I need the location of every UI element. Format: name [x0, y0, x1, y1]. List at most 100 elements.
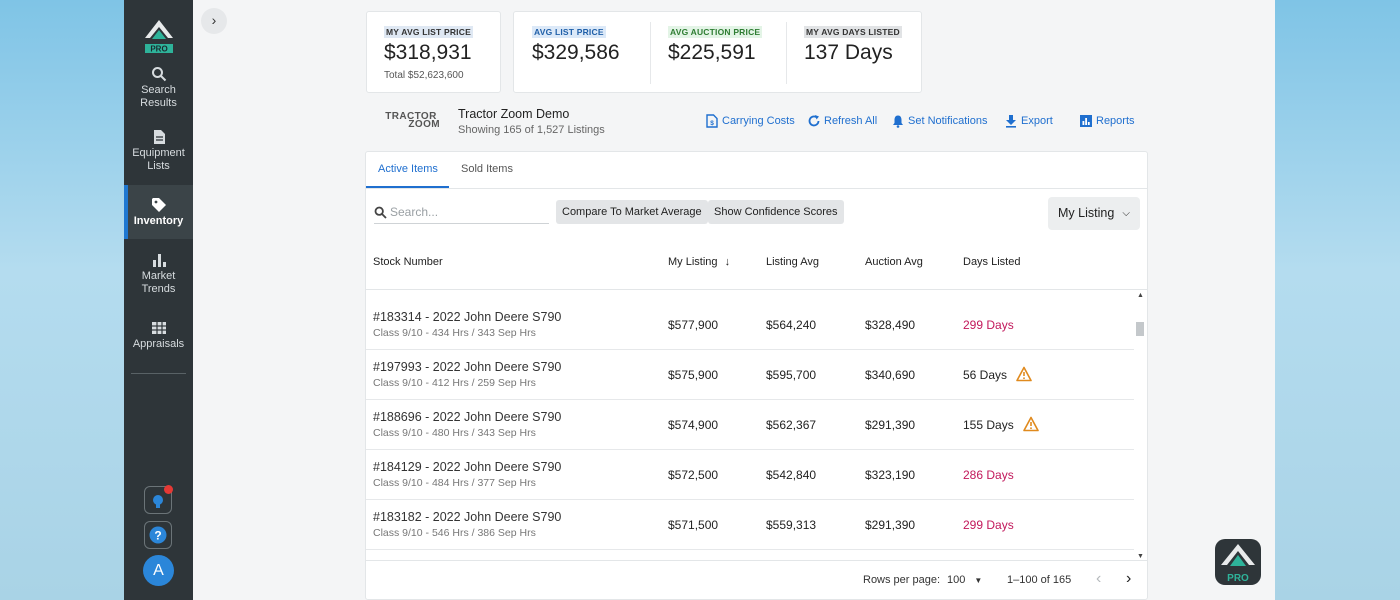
warning-icon[interactable] — [1023, 416, 1039, 432]
my-listing-cell: $571,500 — [668, 518, 719, 532]
notification-dot — [164, 485, 173, 494]
tab-sold-items[interactable]: Sold Items — [461, 163, 513, 175]
tag-icon — [151, 198, 166, 212]
sidebar-divider — [131, 373, 186, 374]
export-button[interactable]: Export — [1004, 114, 1053, 128]
refresh-all-button[interactable]: Refresh All — [807, 114, 877, 128]
sort-select[interactable]: My Listing ⌵ — [1048, 197, 1140, 230]
tab-divider — [366, 188, 1147, 189]
carrying-costs-button[interactable]: $ Carrying Costs — [705, 114, 795, 128]
refresh-all-label: Refresh All — [824, 115, 878, 127]
row-title: #183314 - 2022 John Deere S790 — [373, 310, 562, 324]
sidebar-item-search-results[interactable]: Search Results — [124, 66, 193, 114]
show-confidence-scores-button[interactable]: Show Confidence Scores — [708, 200, 844, 224]
compare-market-average-button[interactable]: Compare To Market Average — [556, 200, 708, 224]
search-placeholder: Search... — [390, 205, 439, 219]
row-subtitle: Class 9/10 - 484 Hrs / 377 Sep Hrs — [373, 477, 536, 489]
stat-card-my-avg-list-price: MY AVG LIST PRICE $318,931 Total $52,623… — [366, 11, 501, 93]
auction-avg-cell: $291,390 — [865, 418, 916, 432]
my-listing-cell: $577,900 — [668, 318, 719, 332]
column-header-label: My Listing — [668, 256, 718, 268]
logo-badge-text: PRO — [150, 45, 167, 54]
chevron-right-icon[interactable]: › — [1126, 570, 1132, 587]
dealer-name: Tractor Zoom Demo — [458, 107, 570, 121]
pagination-range: 1–100 of 165 — [1007, 574, 1072, 586]
warning-icon[interactable] — [1016, 366, 1032, 382]
column-header-listing-avg[interactable]: Listing Avg — [766, 256, 820, 268]
expand-chevron-button[interactable]: › — [201, 8, 227, 34]
column-header-stock-number[interactable]: Stock Number — [373, 256, 443, 268]
svg-text:?: ? — [154, 529, 161, 543]
scroll-up-icon[interactable]: ▲ — [1137, 292, 1144, 299]
chevron-left-icon[interactable]: ‹ — [1096, 570, 1102, 587]
reports-button[interactable]: Reports — [1079, 114, 1135, 128]
sidebar-item-appraisals[interactable]: Appraisals — [124, 320, 193, 354]
chevron-down-icon: ⌵ — [1122, 208, 1130, 219]
days-listed-cell: 299 Days — [963, 518, 1014, 532]
inventory-panel: Active Items Sold Items Search... Compar… — [365, 151, 1148, 600]
help-chat-button[interactable] — [144, 485, 173, 514]
scroll-down-icon[interactable]: ▼ — [1137, 553, 1144, 560]
carrying-costs-label: Carrying Costs — [722, 115, 795, 127]
help-button[interactable]: ? — [144, 521, 172, 549]
stat-value: 137 Days — [804, 41, 893, 64]
divider — [786, 22, 787, 84]
stat-label: MY AVG DAYS LISTED — [804, 26, 902, 38]
bar-chart-icon — [1080, 115, 1092, 127]
sidebar-item-equipment-lists[interactable]: Equipment Lists — [124, 129, 193, 177]
table-row[interactable]: #184129 - 2022 John Deere S790 Class 9/1… — [366, 450, 1134, 500]
stat-label: AVG AUCTION PRICE — [668, 26, 763, 38]
sort-select-value: My Listing — [1058, 206, 1115, 220]
search-icon — [374, 206, 387, 219]
dealer-logo-top: TRACTOR — [385, 111, 437, 122]
column-header-my-listing[interactable]: My Listing ↓ — [668, 256, 730, 268]
sidebar-item-label: Inventory — [133, 215, 184, 227]
listing-avg-cell: $559,313 — [766, 518, 817, 532]
dealer-logo-bottom: ZOOM — [408, 119, 440, 130]
footer-divider — [366, 560, 1147, 561]
table-row[interactable]: #183182 - 2022 John Deere S790 Class 9/1… — [366, 500, 1134, 550]
sidebar-item-market-trends[interactable]: Market Trends — [124, 252, 193, 300]
row-title: #188696 - 2022 John Deere S790 — [373, 410, 562, 424]
auction-avg-cell: $291,390 — [865, 518, 916, 532]
table-row[interactable]: #183314 - 2022 John Deere S790 Class 9/1… — [366, 300, 1134, 350]
tab-active-items[interactable]: Active Items — [378, 163, 438, 175]
my-listing-cell: $575,900 — [668, 368, 719, 382]
sidebar: PRO Search Results Equipment Lists Inven… — [124, 0, 193, 600]
document-icon: $ — [706, 114, 718, 128]
scrollbar-thumb[interactable] — [1136, 322, 1144, 336]
table-row[interactable]: #197993 - 2022 John Deere S790 Class 9/1… — [366, 350, 1134, 400]
days-listed-cell: 286 Days — [963, 468, 1014, 482]
chevron-right-icon: › — [211, 12, 217, 28]
rows-per-page-select[interactable]: 100 ▼ — [947, 574, 982, 586]
sidebar-item-label: Appraisals — [132, 338, 185, 350]
column-header-auction-avg[interactable]: Auction Avg — [865, 256, 923, 268]
stat-value: $318,931 — [384, 41, 472, 64]
stat-sub: Total $52,623,600 — [384, 70, 464, 81]
sidebar-item-inventory[interactable]: Inventory — [124, 185, 193, 239]
bar-chart-icon — [152, 254, 166, 267]
tractor-zoom-logo[interactable]: PRO — [143, 18, 175, 54]
set-notifications-label: Set Notifications — [908, 115, 988, 127]
bell-icon — [893, 115, 903, 128]
listing-avg-cell: $595,700 — [766, 368, 817, 382]
table-row[interactable]: #188696 - 2022 John Deere S790 Class 9/1… — [366, 400, 1134, 450]
set-notifications-button[interactable]: Set Notifications — [891, 114, 987, 128]
table-scrollbar[interactable]: ▲ ▼ — [1135, 292, 1145, 560]
pro-logo-badge[interactable]: PRO — [1215, 539, 1261, 585]
user-avatar[interactable]: A — [143, 555, 174, 586]
search-input[interactable]: Search... — [374, 202, 549, 224]
export-label: Export — [1021, 115, 1053, 127]
stat-card-market: AVG LIST PRICE $329,586 AVG AUCTION PRIC… — [513, 11, 922, 93]
column-header-days-listed[interactable]: Days Listed — [963, 256, 1021, 268]
active-tab-indicator — [366, 186, 449, 188]
sidebar-item-label: Market Trends — [141, 270, 176, 295]
row-title: #184129 - 2022 John Deere S790 — [373, 460, 562, 474]
sidebar-item-label: Equipment Lists — [132, 147, 185, 172]
row-subtitle: Class 9/10 - 412 Hrs / 259 Sep Hrs — [373, 377, 536, 389]
lightbulb-icon — [153, 495, 163, 508]
question-icon: ? — [149, 526, 167, 544]
app-window: PRO Search Results Equipment Lists Inven… — [124, 0, 1275, 600]
listing-avg-cell: $564,240 — [766, 318, 817, 332]
dealer-logo: TRACTOR ZOOM — [379, 111, 443, 130]
